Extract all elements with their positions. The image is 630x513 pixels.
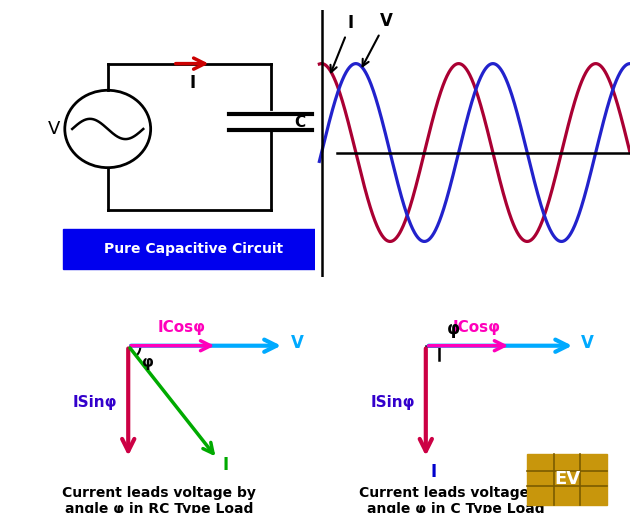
Text: I: I xyxy=(430,463,436,482)
Text: V: V xyxy=(581,334,594,352)
Text: ICosφ: ICosφ xyxy=(453,320,501,335)
Text: V: V xyxy=(362,12,392,66)
Text: Pure Capacitive Circuit: Pure Capacitive Circuit xyxy=(104,242,283,256)
Text: ISinφ: ISinφ xyxy=(72,394,117,410)
Text: Current leads voltage by
angle φ in RC Type Load: Current leads voltage by angle φ in RC T… xyxy=(62,486,256,513)
Text: I: I xyxy=(189,74,195,92)
Text: V: V xyxy=(290,334,304,352)
Text: C: C xyxy=(294,115,306,130)
Text: V: V xyxy=(49,120,60,138)
Text: Current leads voltage by
angle φ in C Type Load: Current leads voltage by angle φ in C Ty… xyxy=(358,486,553,513)
Text: EV: EV xyxy=(554,469,580,487)
Bar xyxy=(63,229,324,269)
Text: ISinφ: ISinφ xyxy=(370,394,415,410)
Text: φ: φ xyxy=(142,354,154,369)
Text: ICosφ: ICosφ xyxy=(158,320,205,335)
Text: I: I xyxy=(222,456,229,474)
Text: I: I xyxy=(331,14,354,72)
Text: φ: φ xyxy=(447,320,460,338)
